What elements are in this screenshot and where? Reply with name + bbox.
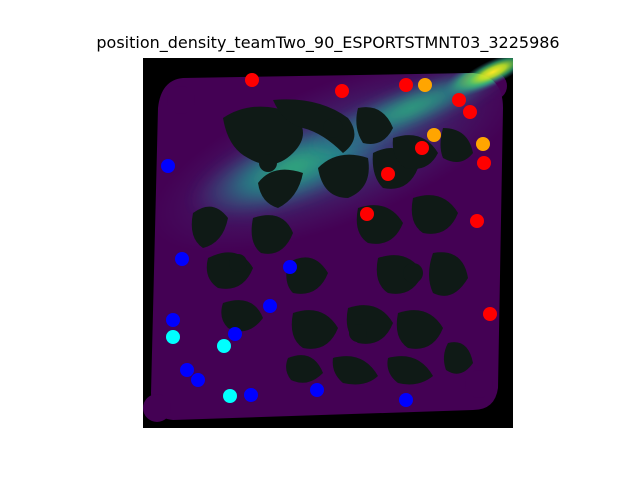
red-player-marker — [463, 105, 477, 119]
red-player-marker — [452, 93, 466, 107]
red-player-marker — [335, 84, 349, 98]
red-player-marker — [483, 307, 497, 321]
figure-title: position_density_teamTwo_90_ESPORTSTMNT0… — [96, 33, 560, 52]
player-markers — [161, 73, 497, 407]
map-plot — [143, 58, 513, 428]
blue-player-marker — [310, 383, 324, 397]
cyan-player-marker — [166, 330, 180, 344]
blue-player-marker — [399, 393, 413, 407]
blue-player-marker — [283, 260, 297, 274]
density-peak — [456, 58, 513, 93]
orange-player-marker — [427, 128, 441, 142]
blue-player-marker — [263, 299, 277, 313]
orange-player-marker — [418, 78, 432, 92]
red-player-marker — [245, 73, 259, 87]
red-player-marker — [470, 214, 484, 228]
red-player-marker — [381, 167, 395, 181]
blue-player-marker — [180, 363, 194, 377]
blue-player-marker — [244, 388, 258, 402]
red-player-marker — [399, 78, 413, 92]
blue-player-marker — [191, 373, 205, 387]
red-player-marker — [477, 156, 491, 170]
blue-player-marker — [166, 313, 180, 327]
blue-player-marker — [228, 327, 242, 341]
red-player-marker — [360, 207, 374, 221]
orange-player-marker — [476, 137, 490, 151]
cyan-player-marker — [223, 389, 237, 403]
red-player-marker — [415, 141, 429, 155]
cyan-player-marker — [217, 339, 231, 353]
blue-player-marker — [161, 159, 175, 173]
blue-player-marker — [175, 252, 189, 266]
